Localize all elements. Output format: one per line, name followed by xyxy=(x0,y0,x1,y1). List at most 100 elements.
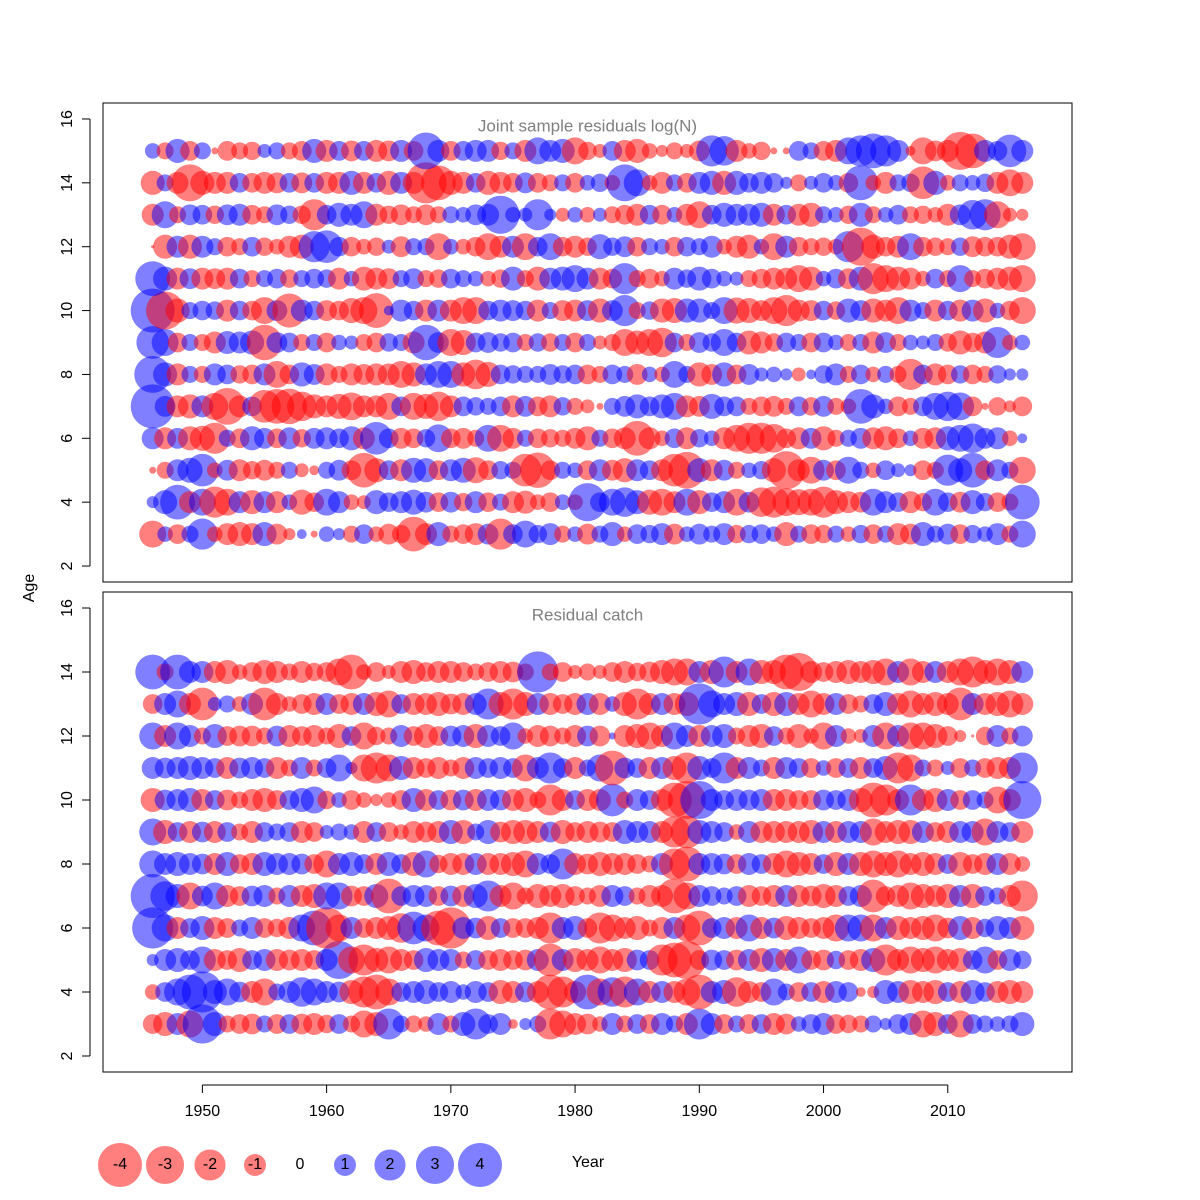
bubble xyxy=(1011,693,1034,715)
bubble xyxy=(370,793,383,807)
bubble xyxy=(480,270,496,287)
bubble xyxy=(656,144,669,157)
bubble xyxy=(1016,208,1029,221)
bubble xyxy=(481,195,520,234)
bubble xyxy=(309,465,320,476)
bubble xyxy=(328,491,351,514)
bubble xyxy=(824,363,847,386)
bubble xyxy=(728,461,746,479)
bubble xyxy=(567,206,583,223)
bubble xyxy=(1017,433,1028,444)
bubble xyxy=(354,524,374,544)
bubble xyxy=(466,397,485,416)
bubble xyxy=(627,854,648,874)
bubble xyxy=(373,1008,405,1040)
bubble xyxy=(167,332,188,353)
bubble xyxy=(508,1019,518,1029)
bubble xyxy=(491,141,510,161)
bubble xyxy=(971,734,975,738)
bubble xyxy=(813,332,834,353)
bubble xyxy=(1003,400,1016,413)
bubble xyxy=(1011,139,1034,162)
legend-label: 3 xyxy=(431,1156,440,1173)
bubble xyxy=(257,143,272,158)
bubble xyxy=(217,141,238,161)
x-tick-label: 2000 xyxy=(806,1103,842,1120)
bubble xyxy=(439,949,462,971)
bubble xyxy=(738,757,760,779)
x-tick-label: 1990 xyxy=(682,1103,718,1120)
bubble xyxy=(135,654,171,690)
bubble xyxy=(913,205,933,224)
bubble xyxy=(500,266,526,291)
x-tick-label: 1980 xyxy=(557,1103,593,1120)
bubble xyxy=(600,522,625,547)
bubble xyxy=(741,143,757,159)
bubble xyxy=(972,298,998,323)
bubble xyxy=(729,271,744,286)
bubble xyxy=(923,170,948,195)
bubble xyxy=(904,464,917,477)
bubble xyxy=(1004,484,1040,520)
bubble xyxy=(1003,780,1042,820)
y-tick-label: 4 xyxy=(59,987,76,996)
bubble xyxy=(255,237,274,256)
plot-frame xyxy=(102,591,1073,1073)
bubble xyxy=(325,754,353,782)
bubble xyxy=(601,1013,624,1035)
bubble xyxy=(566,397,584,415)
bubble xyxy=(850,364,871,385)
bubble xyxy=(852,461,870,479)
bubble xyxy=(452,427,474,449)
bubble xyxy=(424,233,452,261)
legend: -4 -3 -2 -1 0 1 2 3 4 xyxy=(98,1143,502,1187)
bubble xyxy=(217,236,238,257)
legend-label: 2 xyxy=(386,1156,395,1173)
bubble xyxy=(725,139,748,162)
bubble xyxy=(852,1015,870,1033)
bubble xyxy=(843,165,879,201)
bubble xyxy=(186,518,218,550)
bubble xyxy=(541,429,560,448)
legend-label: -3 xyxy=(158,1156,172,1173)
bubble xyxy=(913,460,933,481)
bubble xyxy=(429,206,447,224)
bubble xyxy=(217,918,238,938)
bubble xyxy=(516,365,534,383)
bubble xyxy=(875,332,897,353)
bubble xyxy=(1011,661,1034,683)
x-tick-label: 1950 xyxy=(185,1103,221,1120)
bubble xyxy=(390,236,412,258)
bubble xyxy=(887,139,910,162)
bubble xyxy=(840,526,857,542)
bubble xyxy=(578,333,597,352)
bubble xyxy=(665,142,683,160)
bubble xyxy=(180,141,200,161)
bubble xyxy=(1011,171,1034,194)
legend-bubble xyxy=(145,1145,185,1185)
bubble xyxy=(427,1013,450,1035)
bubble xyxy=(888,204,908,225)
bubble xyxy=(283,528,296,541)
bubble xyxy=(454,270,472,288)
x-tick-label: 1960 xyxy=(309,1103,345,1120)
bubble xyxy=(651,1013,674,1035)
bubble xyxy=(664,332,685,353)
bubble xyxy=(939,238,957,256)
y-tick-label: 2 xyxy=(59,561,76,570)
bubble xyxy=(216,789,238,811)
bubble xyxy=(1008,456,1036,484)
bubble xyxy=(1016,368,1029,381)
plot-frame xyxy=(102,102,1073,583)
bubble xyxy=(356,238,372,255)
bubble xyxy=(1014,856,1031,872)
bubble xyxy=(700,235,723,258)
bubble xyxy=(503,365,523,384)
bubble xyxy=(242,204,262,225)
bubble xyxy=(981,326,1014,359)
bubble xyxy=(802,238,820,256)
bubble xyxy=(367,726,386,746)
bubble xyxy=(1002,430,1018,447)
bubble xyxy=(926,759,944,777)
plot-panel: Joint sample residuals log(N) 2 4 6 8 10 12 14 1… xyxy=(59,102,1073,583)
